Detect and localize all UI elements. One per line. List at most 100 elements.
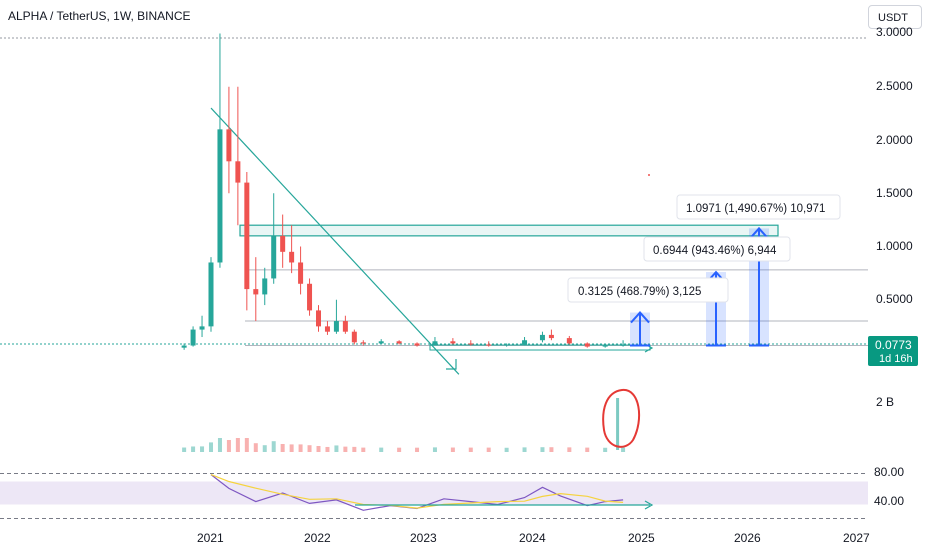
price-tick-1: 1.0000: [876, 239, 913, 253]
candle-body-2021-08: [271, 235, 277, 279]
last-price-value: 0.0773: [875, 338, 912, 352]
candle-body-2023-10: [504, 344, 510, 346]
rsi-ma-line: [210, 474, 624, 509]
candles-layer: [181, 33, 626, 350]
candle-body-2022-08: [378, 341, 384, 344]
volume-bar-2021-02: [217, 438, 222, 452]
volume-bar-2023-02: [432, 447, 437, 452]
candle-body-2020-10: [181, 345, 187, 348]
measure-label-1-text: 0.3125 (468.79%) 3,125: [578, 286, 701, 298]
marker-dot: [648, 174, 650, 176]
currency-button[interactable]: USDT: [868, 5, 922, 29]
measure-label-1[interactable]: 0.3125 (468.79%) 3,125: [567, 277, 729, 303]
volume-bar-2021-03: [226, 440, 231, 452]
resistance-zone: [239, 224, 779, 237]
volume-bar-2022-04: [343, 446, 348, 452]
volume-bar-2023-10: [504, 447, 509, 452]
volume-bar-2021-09: [280, 444, 285, 452]
measure-label-3[interactable]: 1.0971 (1,490.67%) 10,971: [676, 194, 841, 220]
drawings-layer: [210, 107, 868, 375]
volume-bar-2021-06: [253, 443, 258, 452]
candle-body-2021-10: [289, 251, 295, 263]
candle-body-2021-04: [235, 161, 241, 183]
candle-body-2021-11: [298, 262, 304, 284]
rsi-line: [210, 474, 624, 511]
candle-body-2021-06: [253, 289, 259, 295]
candle-body-2024-03: [548, 334, 554, 339]
volume-bar-2024-05: [567, 447, 572, 452]
time-tick-2025: 2025: [628, 531, 655, 545]
candle-body-2024-11: [620, 344, 626, 346]
trendline-arrowhead: [446, 359, 457, 370]
price-tick-3: 3.0000: [876, 25, 913, 39]
volume-spike: [616, 398, 620, 450]
volume-bar-2021-05: [244, 438, 249, 452]
volume-bar-2021-10: [289, 444, 294, 452]
price-tick-2-5: 2.5000: [876, 79, 913, 93]
candle-body-2021-01: [208, 262, 214, 327]
measure-arrowhead-3: [749, 226, 769, 240]
candle-body-2022-12: [414, 343, 420, 346]
candle-body-2021-05: [244, 182, 250, 290]
volume-bar-2020-11: [191, 446, 196, 452]
volume-bar-2022-12: [415, 447, 420, 452]
time-tick-2024: 2024: [519, 531, 546, 545]
volume-pane: [182, 388, 641, 452]
rsi-pane: [0, 473, 868, 519]
candle-body-2022-05: [351, 331, 357, 343]
measure-label-3-text: 1.0971 (1,490.67%) 10,971: [686, 203, 825, 215]
volume-bar-2024-02: [540, 447, 545, 452]
volume-axis-label: 2 B: [876, 395, 894, 409]
volume-bar-2020-12: [200, 446, 205, 452]
candle-body-2023-04: [450, 341, 456, 344]
candle-body-2022-01: [316, 310, 321, 327]
candle-body-2021-03: [226, 129, 232, 162]
volume-bar-2020-10: [182, 447, 187, 452]
symbol-title: ALPHA / TetherUS, 1W, BINANCE: [8, 9, 191, 23]
time-tick-2022: 2022: [304, 531, 331, 545]
candle-body-2021-07: [262, 278, 268, 295]
candle-body-2024-07: [584, 343, 590, 347]
volume-bar-2023-08: [486, 447, 491, 452]
volume-bar-2022-01: [316, 446, 321, 452]
volume-bar-2024-07: [585, 447, 590, 452]
candle-body-2022-10: [396, 341, 402, 344]
candle-body-2024-09: [602, 345, 608, 347]
candle-body-2024-02: [539, 334, 545, 341]
volume-bar-2021-12: [307, 445, 312, 452]
volume-bar-2023-06: [468, 447, 473, 452]
candle-body-2023-06: [468, 343, 474, 345]
rsi-tick-40: 40.00: [874, 494, 904, 508]
volume-bar-2024-03: [549, 447, 554, 452]
price-tick-2: 2.0000: [876, 133, 913, 147]
volume-bar-2022-05: [352, 446, 357, 452]
rsi-support-arrowhead: [644, 500, 654, 510]
measure-label-2[interactable]: 0.6944 (943.46%) 6,944: [643, 236, 791, 262]
candle-body-2020-12: [199, 326, 205, 330]
volume-bar-2021-01: [209, 442, 213, 452]
candle-body-2023-12: [522, 340, 528, 345]
candle-body-2022-02: [324, 326, 330, 332]
rsi-tick-80: 80.00: [874, 465, 904, 479]
measure-arrowhead-1: [630, 311, 650, 324]
candle-body-2022-03: [333, 321, 339, 332]
bar-countdown: 1d 16h: [879, 353, 913, 365]
time-tick-2021: 2021: [197, 531, 224, 545]
candle-body-2023-08: [486, 344, 492, 346]
volume-bar-2024-11: [621, 447, 626, 452]
volume-bar-2021-08: [271, 441, 276, 452]
candle-body-2021-12: [307, 283, 313, 311]
price-tick-1-5: 1.5000: [876, 186, 913, 200]
candle-body-2021-02: [217, 129, 223, 263]
candle-body-2024-05: [566, 338, 572, 344]
volume-bar-2022-02: [325, 446, 330, 452]
measure-label-2-text: 0.6944 (943.46%) 6,944: [653, 245, 777, 257]
rsi-band: [0, 481, 868, 505]
volume-bar-2021-04: [235, 438, 240, 452]
volume-bar-2021-07: [262, 445, 267, 452]
price-tick-0-5: 0.5000: [876, 292, 913, 306]
candle-body-2022-04: [342, 321, 348, 332]
candle-body-2020-11: [190, 329, 196, 346]
volume-bar-2024-09: [603, 447, 608, 452]
